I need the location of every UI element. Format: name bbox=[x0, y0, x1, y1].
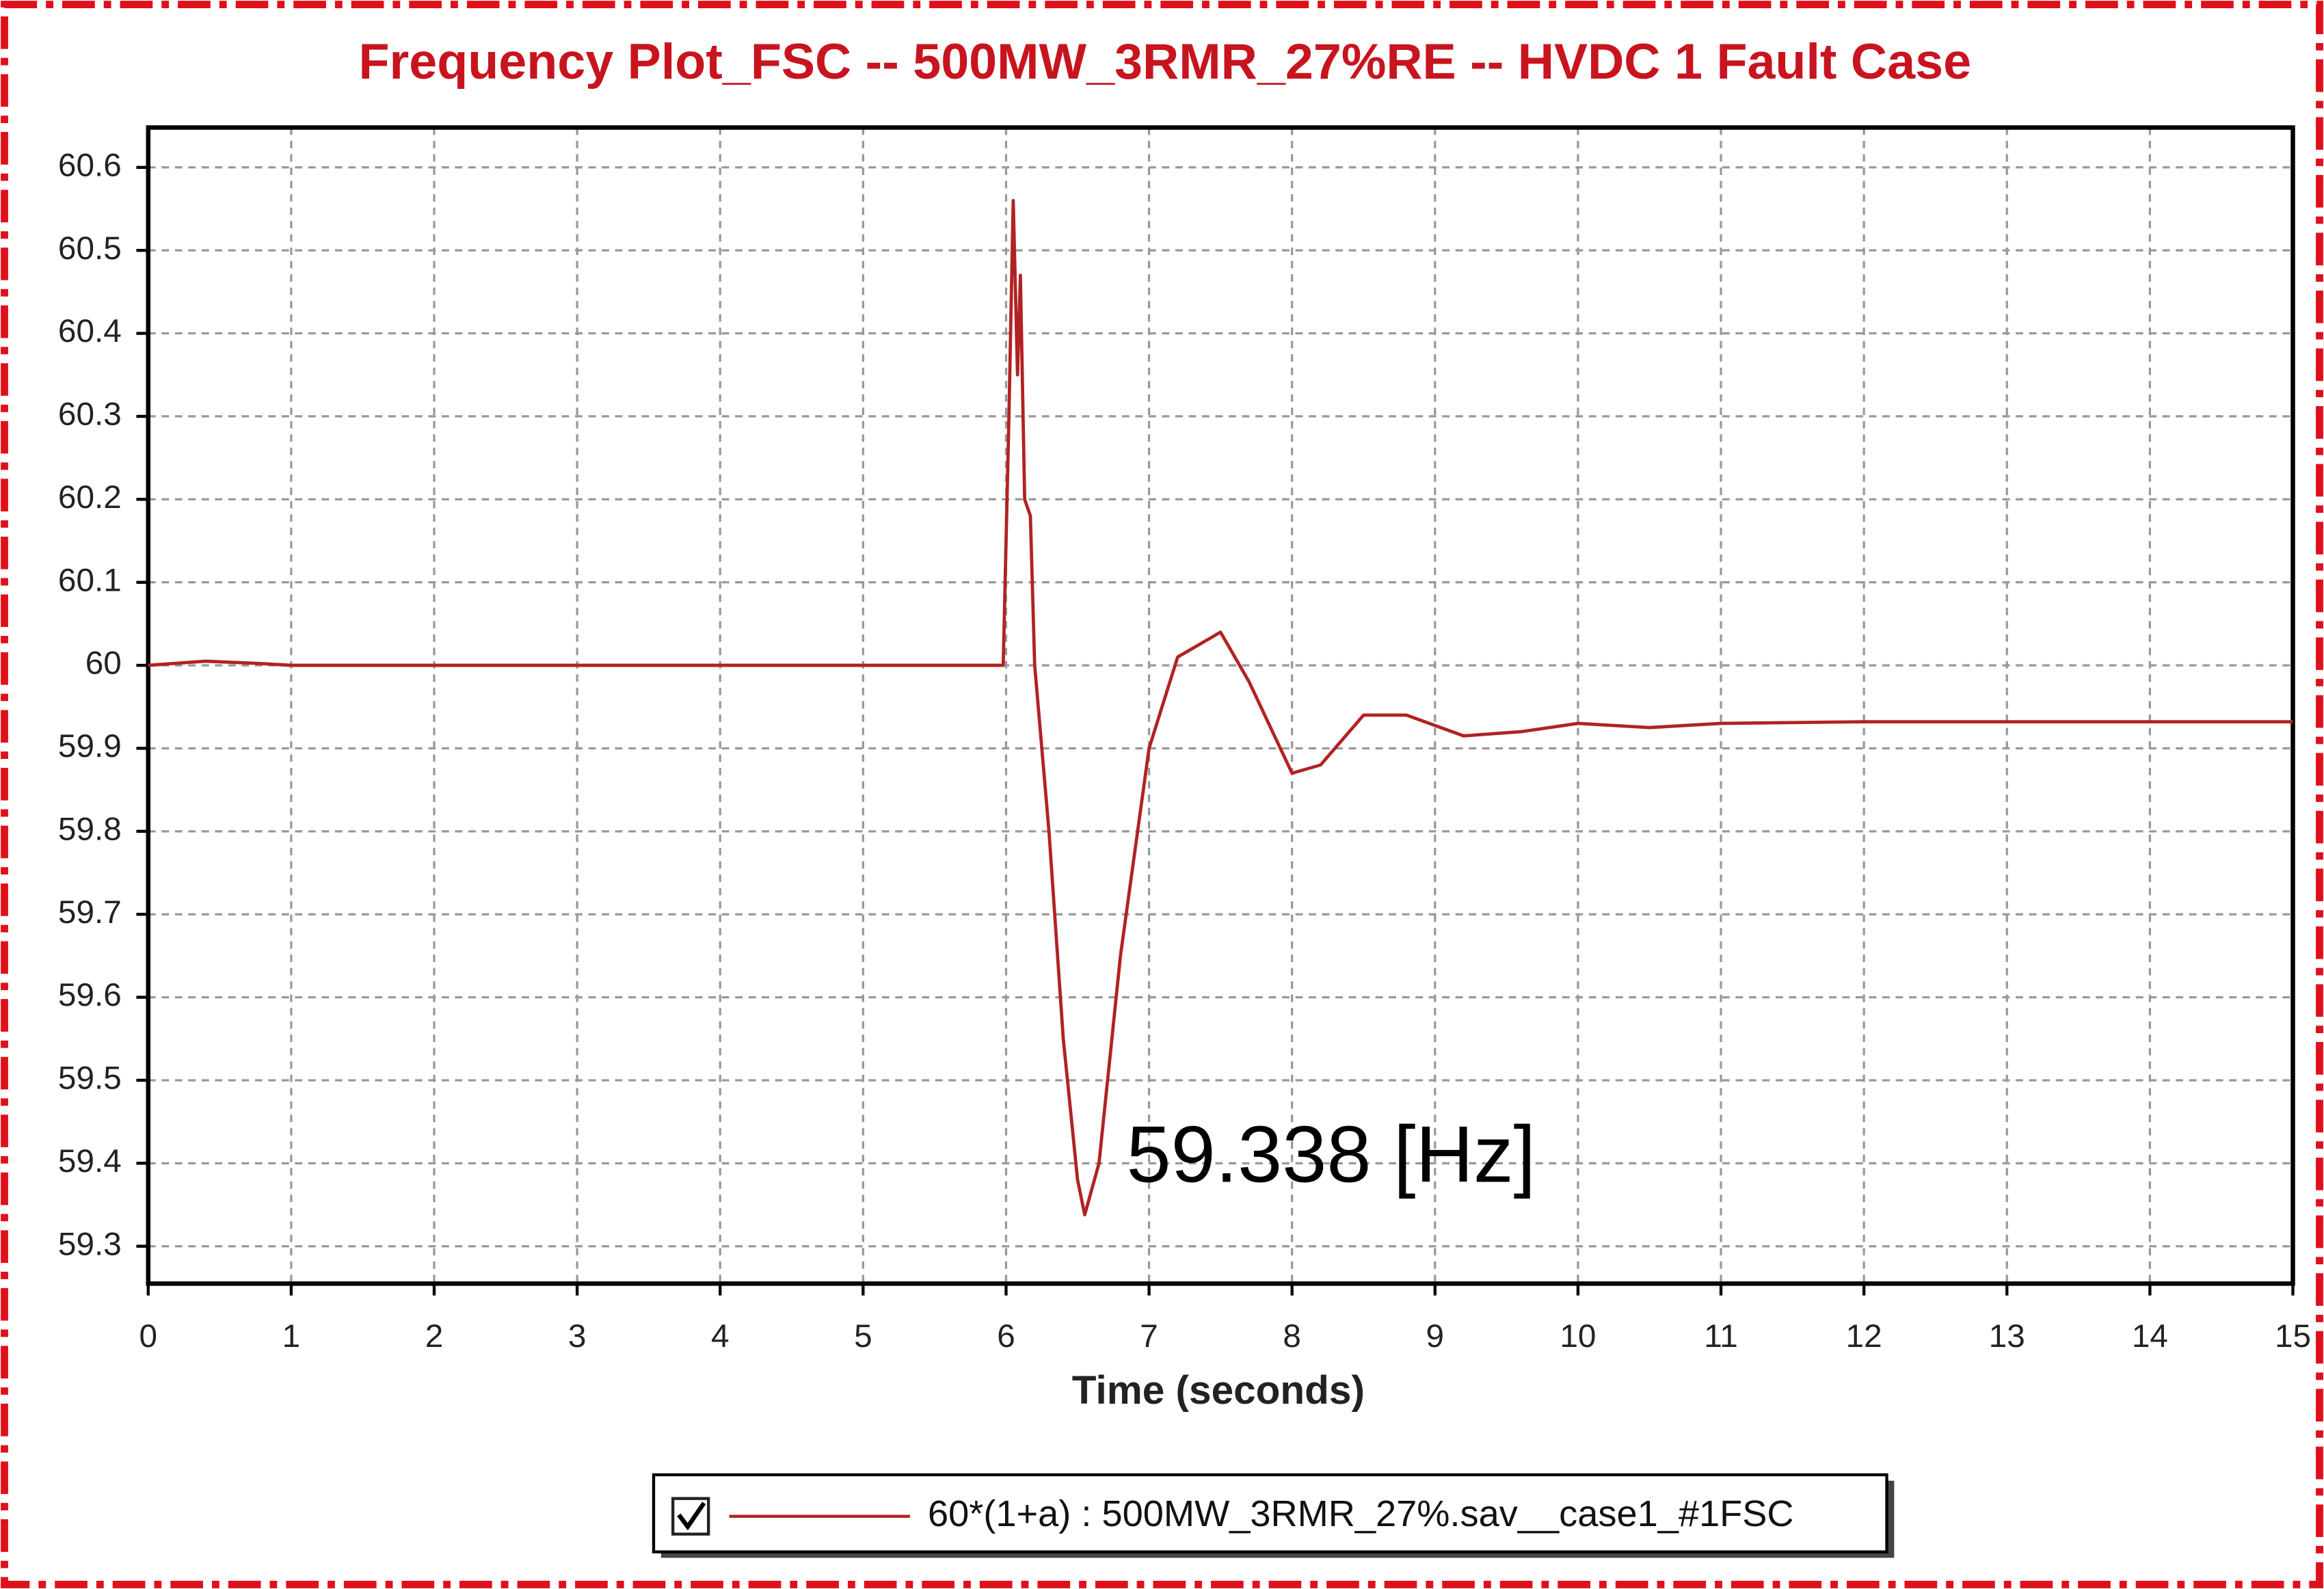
y-tick-label: 60.3 bbox=[58, 397, 122, 433]
x-axis-label: Time (seconds) bbox=[1072, 1368, 1365, 1413]
plot-frame bbox=[146, 125, 2295, 1286]
legend-box bbox=[652, 1473, 1888, 1553]
x-tick-label: 12 bbox=[1846, 1318, 1882, 1354]
y-tick-label: 59.8 bbox=[58, 811, 122, 847]
x-tick-label: 5 bbox=[854, 1318, 872, 1354]
y-tick-label: 59.4 bbox=[58, 1143, 122, 1179]
y-tick-label: 60.2 bbox=[58, 479, 122, 516]
annotation: 59.338 [Hz] bbox=[1126, 1109, 1536, 1199]
y-tick-label: 60.1 bbox=[58, 562, 122, 598]
x-tick-label: 14 bbox=[2132, 1318, 2168, 1354]
x-tick-label: 10 bbox=[1560, 1318, 1596, 1354]
x-tick-label: 0 bbox=[139, 1318, 158, 1354]
plot-lines bbox=[148, 198, 2293, 1216]
y-tick-label: 59.7 bbox=[58, 894, 122, 931]
y-tick-label: 59.3 bbox=[58, 1226, 122, 1262]
y-tick-label: 60.6 bbox=[58, 147, 122, 183]
x-tick-label: 6 bbox=[997, 1318, 1015, 1354]
x-tick-label: 3 bbox=[568, 1318, 587, 1354]
x-tick-label: 11 bbox=[1704, 1318, 1738, 1354]
x-tick-label: 4 bbox=[711, 1318, 730, 1354]
plot-area bbox=[148, 127, 2293, 1284]
x-tick-label: 13 bbox=[1989, 1318, 2025, 1354]
y-tick-label: 60.4 bbox=[58, 313, 122, 349]
x-tick-label: 15 bbox=[2275, 1318, 2311, 1354]
y-tick-label: 59.6 bbox=[58, 977, 122, 1013]
x-tick-label: 8 bbox=[1283, 1318, 1301, 1354]
y-tick-label: 59.9 bbox=[58, 728, 122, 764]
grid bbox=[136, 127, 2295, 1296]
y-tick-label: 60.5 bbox=[58, 230, 122, 267]
x-tick-label: 7 bbox=[1140, 1318, 1158, 1354]
legend-label: 60*(1+a) : 500MW_3RMR_27%.sav__case1_#1F… bbox=[928, 1493, 1794, 1534]
checkmark bbox=[677, 1501, 706, 1531]
x-tick-label: 9 bbox=[1426, 1318, 1445, 1354]
chart-title: Frequency Plot_FSC -- 500MW_3RMR_27%RE -… bbox=[359, 33, 1972, 90]
y-tick-label: 60 bbox=[85, 645, 122, 682]
x-tick-label: 1 bbox=[282, 1318, 301, 1354]
y-tick-label: 59.5 bbox=[58, 1060, 122, 1097]
data-line bbox=[148, 198, 2293, 1216]
x-tick-label: 2 bbox=[425, 1318, 444, 1354]
legend: 60*(1+a) : 500MW_3RMR_27%.sav__case1_#1F… bbox=[652, 1473, 1895, 1558]
